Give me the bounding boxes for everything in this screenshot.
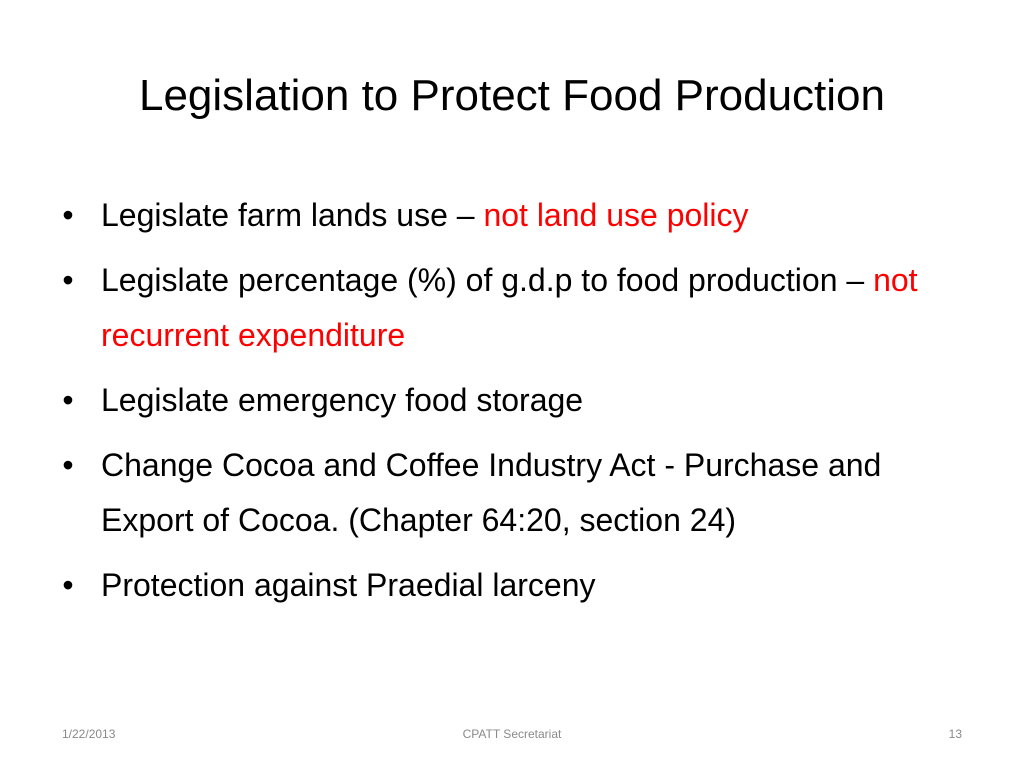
bullet-highlight: not recurrent expenditure — [101, 262, 918, 353]
slide-title: Legislation to Protect Food Production — [138, 71, 885, 120]
bullet-text: Change Cocoa and Coffee Industry Act - P… — [101, 447, 882, 538]
bullet-text: Legislate farm lands use – — [101, 197, 484, 233]
bullet-list: • Legislate farm lands use – not land us… — [58, 188, 978, 623]
bullet-text: Legislate percentage (%) of g.d.p to foo… — [101, 262, 874, 298]
bullet-item: • Legislate percentage (%) of g.d.p to f… — [58, 253, 978, 363]
bullet-marker-icon: • — [62, 447, 74, 483]
bullet-item: • Protection against Praedial larceny — [58, 558, 978, 613]
footer-page-number: 13 — [948, 727, 962, 741]
bullet-marker-icon: • — [62, 567, 74, 603]
footer-organization: CPATT Secretariat — [462, 727, 562, 741]
bullet-item: • Change Cocoa and Coffee Industry Act -… — [58, 438, 978, 548]
bullet-marker-icon: • — [62, 197, 74, 233]
bullet-item: • Legislate farm lands use – not land us… — [58, 188, 978, 243]
bullet-text: Protection against Praedial larceny — [101, 567, 596, 603]
bullet-item: • Legislate emergency food storage — [58, 373, 978, 428]
footer-date: 1/22/2013 — [62, 727, 116, 741]
bullet-highlight: not land use policy — [483, 197, 749, 233]
bullet-marker-icon: • — [62, 262, 74, 298]
bullet-text: Legislate emergency food storage — [101, 382, 584, 418]
bullet-marker-icon: • — [62, 382, 74, 418]
